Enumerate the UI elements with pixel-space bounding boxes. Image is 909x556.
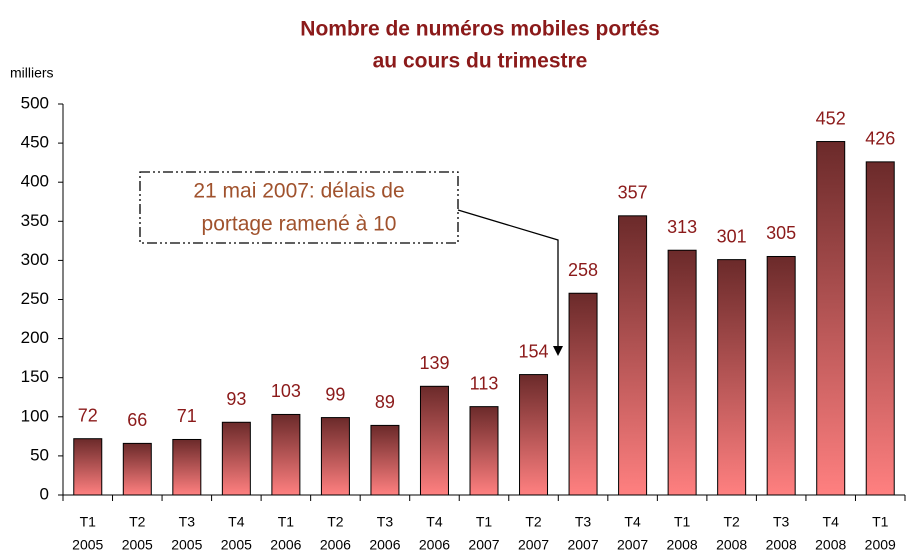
x-tick-label: T2: [723, 514, 740, 530]
value-label: 103: [271, 381, 301, 401]
x-tick-label: T3: [575, 514, 592, 530]
x-tick-label: 2007: [518, 537, 549, 553]
y-tick-label: 450: [21, 133, 49, 152]
value-label: 66: [127, 410, 147, 430]
bar: [469, 406, 499, 496]
x-tick-label: T1: [872, 514, 889, 530]
x-tick-label: T2: [129, 514, 146, 530]
bar: [122, 442, 152, 496]
x-tick-label: T1: [674, 514, 691, 530]
value-label: 99: [325, 384, 345, 404]
y-tick-label: 50: [30, 445, 49, 464]
y-tick-label: 350: [21, 211, 49, 230]
bar: [271, 413, 301, 496]
value-label: 258: [568, 260, 598, 280]
x-tick-label: 2007: [468, 537, 499, 553]
value-label: 93: [226, 389, 246, 409]
y-tick-label: 100: [21, 406, 49, 425]
x-tick-label: T4: [228, 514, 245, 530]
bar: [73, 438, 103, 496]
value-label: 313: [667, 217, 697, 237]
value-label: 154: [519, 341, 549, 361]
annotation: portage ramené à 10: [202, 213, 397, 236]
x-tick-label: 2005: [221, 537, 252, 553]
x-tick-label: T1: [80, 514, 97, 530]
value-label: 452: [816, 108, 846, 128]
bar: [320, 417, 350, 496]
y-tick-label: 300: [21, 250, 49, 269]
bar: [865, 161, 895, 496]
chart-title: Nombre de numéros mobiles portés: [300, 18, 659, 41]
y-tick-label: 200: [21, 328, 49, 347]
bar: [172, 438, 202, 496]
bar: [419, 385, 449, 496]
annotation: 21 mai 2007: délais de: [193, 180, 404, 203]
bar: [519, 374, 549, 496]
x-tick-label: T2: [327, 514, 344, 530]
bar: [816, 141, 846, 496]
value-label: 71: [177, 406, 197, 426]
value-label: 426: [865, 129, 895, 149]
x-tick-label: 2006: [419, 537, 450, 553]
bar: [717, 259, 747, 496]
value-label: 305: [766, 223, 796, 243]
annotation-box: [139, 171, 459, 244]
bar: [568, 292, 598, 496]
x-tick-label: 2008: [667, 537, 698, 553]
x-tick-label: 2009: [865, 537, 896, 553]
x-tick-label: T4: [426, 514, 443, 530]
x-tick-label: 2005: [72, 537, 103, 553]
x-tick-label: T1: [476, 514, 493, 530]
y-tick-label: 400: [21, 172, 49, 191]
value-label: 301: [717, 226, 747, 246]
x-tick-label: T1: [278, 514, 295, 530]
x-tick-label: 2006: [270, 537, 301, 553]
bar: [766, 255, 796, 496]
x-tick-label: 2008: [716, 537, 747, 553]
arrow-head: [553, 346, 563, 356]
x-tick-label: 2006: [369, 537, 400, 553]
x-tick-label: T3: [773, 514, 790, 530]
y-tick-label: 0: [40, 484, 49, 503]
value-label: 357: [618, 183, 648, 203]
bar: [370, 424, 400, 496]
x-tick-label: T4: [624, 514, 641, 530]
x-tick-label: 2008: [815, 537, 846, 553]
x-tick-label: 2006: [320, 537, 351, 553]
value-label: 72: [78, 405, 98, 425]
x-tick-label: T3: [377, 514, 394, 530]
y-tick-label: 150: [21, 367, 49, 386]
value-label: 113: [470, 373, 499, 393]
value-label: 139: [419, 353, 449, 373]
bar: [618, 215, 648, 496]
y-tick-label: 250: [21, 289, 49, 308]
y-tick-label: 500: [21, 93, 49, 112]
x-tick-label: T2: [525, 514, 542, 530]
x-tick-label: 2007: [567, 537, 598, 553]
x-tick-label: 2008: [766, 537, 797, 553]
x-tick-label: T3: [179, 514, 196, 530]
value-label: 89: [375, 392, 395, 412]
bar: [667, 249, 697, 496]
chart-title: au cours du trimestre: [373, 50, 588, 73]
x-tick-label: T4: [823, 514, 840, 530]
x-tick-label: 2007: [617, 537, 648, 553]
y-axis-label: milliers: [10, 65, 54, 81]
x-tick-label: 2005: [122, 537, 153, 553]
bar: [221, 421, 251, 496]
annotation-arrow: [457, 209, 559, 348]
x-tick-label: 2005: [171, 537, 202, 553]
